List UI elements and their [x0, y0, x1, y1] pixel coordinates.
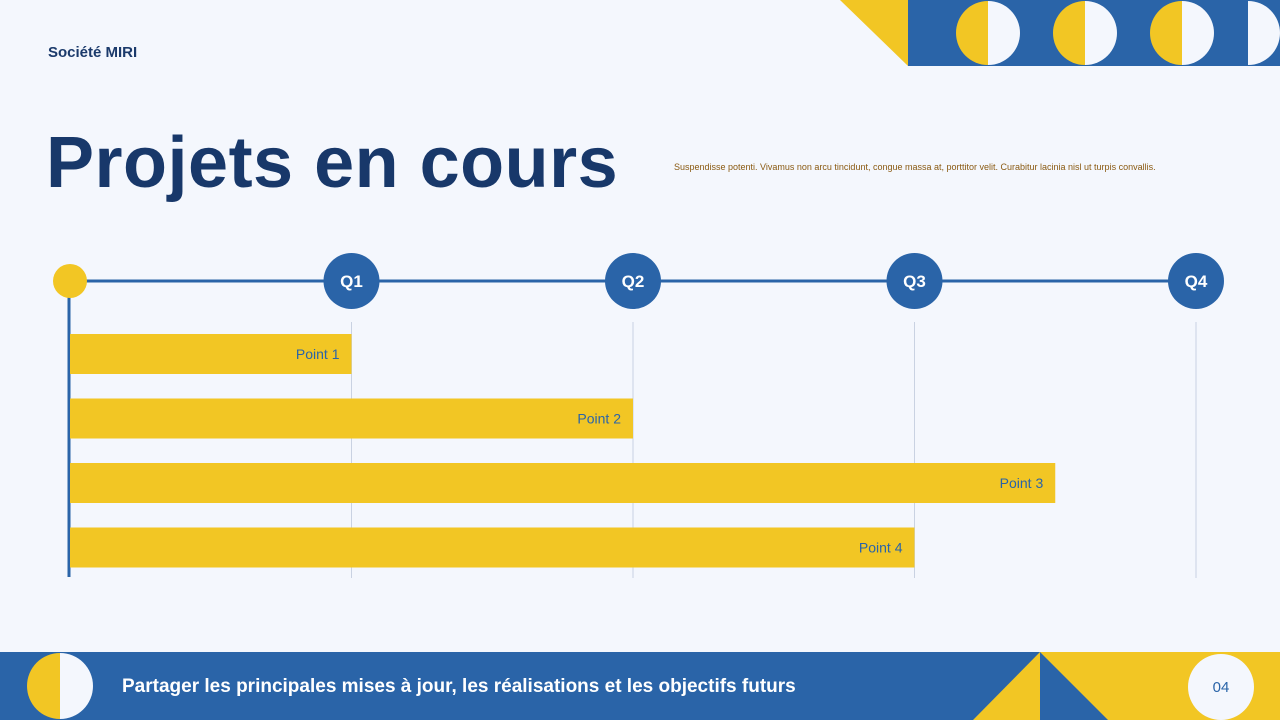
tick-label-q2: Q2	[622, 272, 645, 291]
tick-circle-q1	[323, 253, 380, 309]
footer-yellow-triangle-left	[973, 652, 1040, 720]
timeline-origin-dot	[53, 264, 87, 298]
bar-point-3	[70, 463, 1056, 503]
footer-text: Partager les principales mises à jour, l…	[122, 676, 796, 697]
timeline-bar-chart: Q1 Q2 Q3 Q4 Point 1 Point 2 Point 3 Point 4	[53, 253, 1224, 578]
page-subtitle: Suspendisse potenti. Vivamus non arcu ti…	[674, 162, 1156, 172]
page-number: 04	[1188, 654, 1254, 720]
tick-label-q3: Q3	[903, 272, 926, 291]
half-circle-decoration-3	[1150, 1, 1214, 65]
half-circle-decoration-1	[956, 1, 1020, 65]
bar-label-point-2: Point 2	[577, 411, 621, 427]
bar-point-2	[70, 398, 633, 439]
page-title: Projets en cours	[46, 123, 619, 203]
company-name: Société MIRI	[48, 44, 138, 61]
footer-half-circle-decoration	[27, 653, 93, 719]
bar-label-point-4: Point 4	[859, 540, 903, 556]
yellow-triangle-decoration	[840, 0, 908, 66]
bar-point-4	[70, 527, 915, 568]
tick-circle-q3	[886, 253, 943, 309]
header-decoration	[840, 0, 1280, 66]
tick-circle-q2	[605, 253, 661, 309]
tick-label-q4: Q4	[1185, 272, 1208, 291]
half-circle-decoration-2	[1053, 1, 1117, 65]
bar-label-point-3: Point 3	[1000, 475, 1044, 491]
bar-point-1	[70, 334, 352, 374]
half-circle-decoration-4	[1248, 1, 1280, 65]
bar-label-point-1: Point 1	[296, 346, 340, 362]
tick-label-q1: Q1	[340, 272, 363, 291]
tick-circle-q4	[1168, 253, 1224, 309]
